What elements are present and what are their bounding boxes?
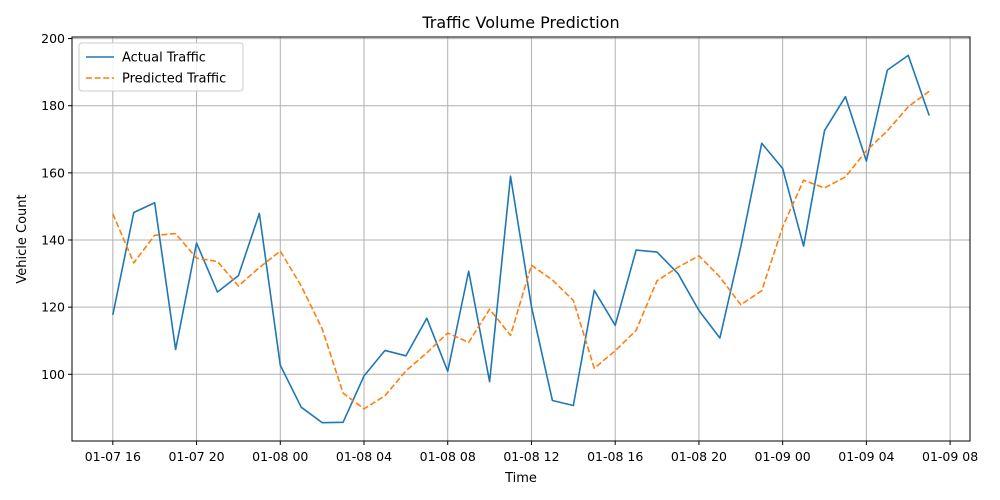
legend-label: Actual Traffic [122,51,206,66]
y-tick-label: 160 [41,165,65,180]
chart-title: Traffic Volume Prediction [421,13,619,32]
y-tick-label: 200 [41,31,65,46]
y-tick-label: 100 [41,367,65,382]
plot-frame [71,36,971,442]
x-tick-label: 01-09 00 [755,449,811,464]
y-tick-label: 120 [41,300,65,315]
axis-ticks: 01-07 16 01-07 20 01-08 00 01-08 04 01-08 08… [41,31,978,464]
legend-label: Predicted Traffic [122,72,226,87]
y-tick-label: 180 [41,98,65,113]
x-tick-label: 01-08 04 [336,449,392,464]
x-tick-label: 01-09 04 [838,449,894,464]
series-lines [112,54,930,424]
x-tick-label: 01-08 08 [420,449,476,464]
predicted-traffic-line [112,90,930,410]
x-tick-label: 01-08 20 [671,449,727,464]
actual-traffic-line [112,54,930,424]
y-tick-label: 140 [41,233,65,248]
x-tick-label: 01-07 20 [168,449,224,464]
x-tick-label: 01-09 08 [922,449,978,464]
legend-box [78,42,244,92]
legend: Actual Traffic Predicted Traffic [78,42,244,92]
x-tick-label: 01-08 12 [503,449,559,464]
x-tick-label: 01-07 16 [85,449,141,464]
x-axis-title: Time [504,471,537,486]
x-tick-label: 01-08 16 [587,449,643,464]
y-axis-title: Vehicle Count [15,194,30,283]
x-tick-label: 01-08 00 [252,449,308,464]
